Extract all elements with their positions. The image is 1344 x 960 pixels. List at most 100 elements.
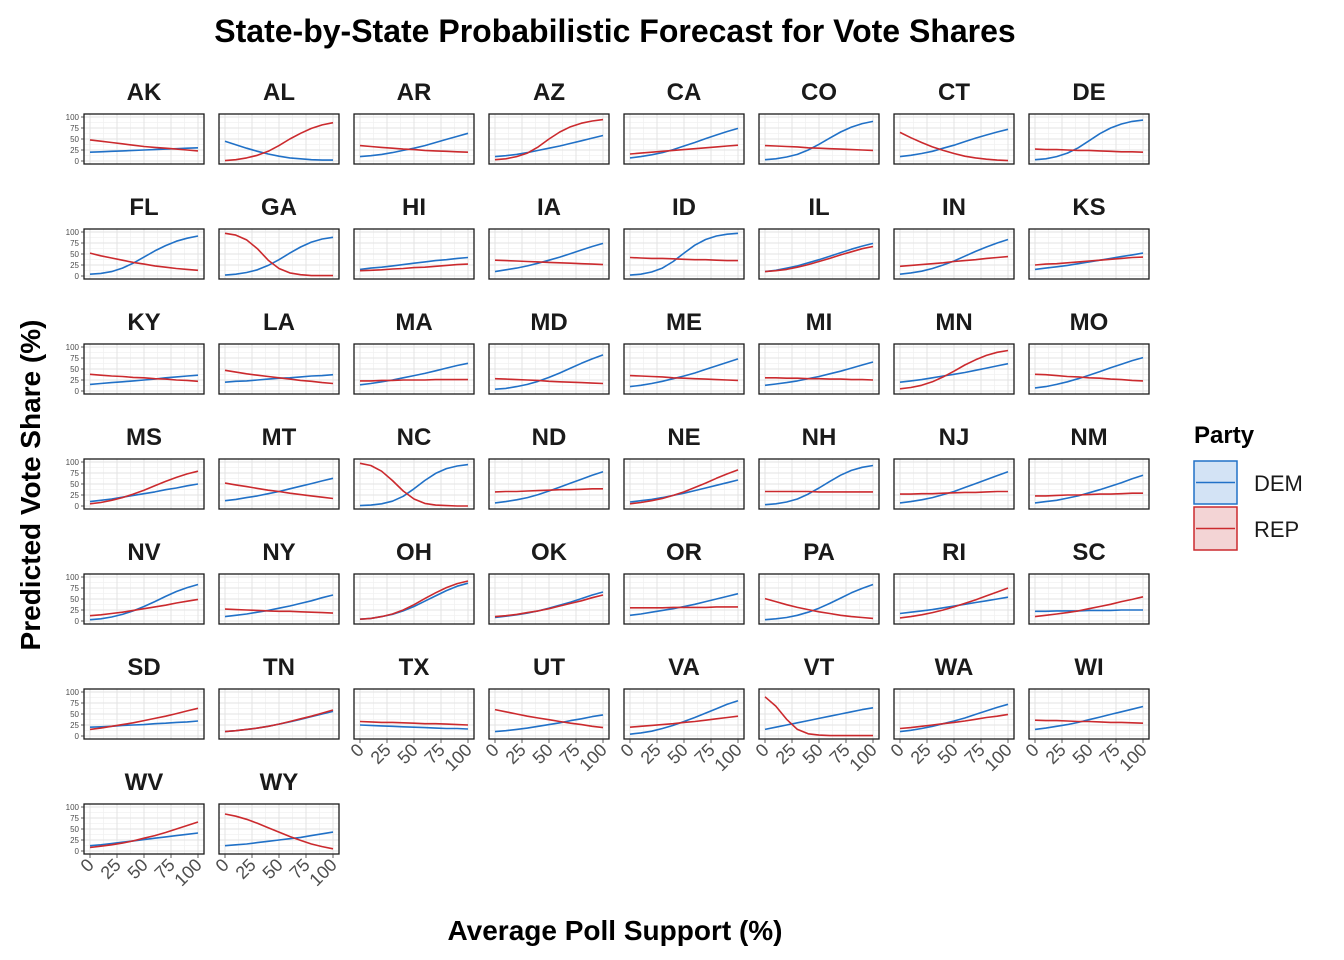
panel-ne: NE — [623, 424, 745, 510]
series-dem-line — [899, 703, 1009, 733]
y-tick-label: 100 — [66, 573, 80, 582]
series-dem-line — [629, 700, 739, 735]
panel-border — [1028, 343, 1150, 395]
series-rep-line — [765, 376, 874, 381]
series-dem-line — [764, 361, 874, 387]
series-rep-line — [89, 373, 199, 383]
series-dem-line — [359, 362, 469, 386]
panel-strip-label: VA — [668, 654, 700, 681]
panel-border — [218, 688, 340, 740]
panel-mo: MO — [1028, 309, 1150, 395]
series-dem-line — [494, 354, 604, 390]
panel-border — [758, 228, 880, 280]
y-tick-label: 100 — [66, 688, 80, 697]
panel-strip-label: AR — [397, 79, 432, 106]
panel-fl: FL 0 25 50 75 100 — [66, 194, 205, 281]
x-axis-title: Average Poll Support (%) — [447, 915, 782, 946]
panel-hi: HI — [353, 194, 475, 280]
series-rep-line — [629, 144, 739, 155]
series-rep-line — [629, 469, 739, 505]
panel-border — [623, 228, 745, 280]
series-rep-line — [89, 598, 199, 617]
series-dem-line — [629, 592, 739, 617]
panel-strip-label: WI — [1074, 654, 1103, 681]
series-dem-line — [494, 134, 604, 158]
y-tick-label: 50 — [70, 710, 79, 719]
series-rep-line — [89, 821, 199, 849]
panel-ia: IA — [488, 194, 610, 280]
series-dem-line — [764, 583, 874, 621]
panel-oh: OH — [353, 539, 475, 625]
series-dem-line — [89, 374, 199, 386]
series-dem-line — [899, 362, 1009, 383]
panel-strip-label: MN — [935, 309, 972, 336]
panel-strip-label: OR — [666, 539, 702, 566]
series-rep-line — [764, 696, 873, 737]
panel-strip-label: ME — [666, 309, 702, 336]
panel-border — [623, 343, 745, 395]
panel-strip-label: CO — [801, 79, 837, 106]
series-dem-line — [1035, 609, 1143, 613]
series-rep-line — [360, 378, 468, 382]
legend-title: Party — [1194, 422, 1255, 449]
panel-strip-label: MI — [806, 309, 833, 336]
panel-id: ID — [623, 194, 745, 280]
panel-in: IN — [893, 194, 1015, 280]
y-tick-label: 75 — [70, 814, 79, 823]
panel-border — [218, 343, 340, 395]
y-tick-label: 50 — [70, 135, 79, 144]
panel-la: LA — [218, 309, 340, 395]
series-dem-line — [89, 583, 199, 621]
series-rep-line — [89, 252, 199, 272]
series-rep-line — [1034, 719, 1144, 724]
panel-strip-label: NE — [667, 424, 700, 451]
panel-ga: GA — [218, 194, 340, 280]
series-rep-line — [1034, 148, 1144, 153]
panel-border — [218, 458, 340, 510]
series-dem-line — [629, 232, 739, 276]
panel-az: AZ — [488, 79, 610, 165]
panel-border — [218, 228, 340, 280]
panel-ks: KS — [1028, 194, 1150, 280]
series-rep-line — [359, 263, 469, 272]
y-tick-label: 25 — [70, 606, 79, 615]
panel-nh: NH — [758, 424, 880, 510]
panel-ak: AK 0 25 50 75 100 — [66, 79, 205, 166]
panel-nv: NV 0 25 50 75 100 — [66, 539, 205, 626]
series-rep-line — [629, 374, 739, 382]
panel-border — [488, 458, 610, 510]
panel-me: ME — [623, 309, 745, 395]
series-rep-line — [89, 139, 199, 152]
panel-strip-label: MA — [395, 309, 432, 336]
panel-border — [893, 343, 1015, 395]
panel-strip-label: MD — [530, 309, 567, 336]
y-tick-label: 0 — [75, 502, 80, 511]
y-tick-label: 0 — [75, 732, 80, 741]
y-tick-label: 50 — [70, 480, 79, 489]
y-tick-label: 100 — [66, 803, 80, 812]
panel-nj: NJ — [893, 424, 1015, 510]
legend-label-dem: DEM — [1254, 471, 1303, 496]
panel-border — [623, 458, 745, 510]
series-rep-line — [224, 482, 334, 500]
panel-nm: NM — [1028, 424, 1150, 510]
panel-strip-label: KS — [1072, 194, 1105, 221]
series-rep-line — [494, 118, 604, 161]
series-rep-line — [629, 715, 739, 728]
y-tick-label: 100 — [66, 458, 80, 467]
series-rep-line — [89, 470, 199, 505]
series-dem-line — [899, 470, 1009, 504]
series-rep-line — [224, 121, 334, 162]
y-tick-label: 100 — [66, 228, 80, 237]
panel-pa: PA — [758, 539, 880, 625]
series-dem-line — [359, 132, 469, 158]
legend-item-dem: DEM — [1193, 460, 1303, 505]
series-rep-line — [764, 597, 874, 620]
panel-ky: KY 0 25 50 75 100 — [66, 309, 205, 396]
series-dem-line — [1034, 252, 1144, 271]
panel-strip-label: NV — [127, 539, 160, 566]
panel-strip-label: PA — [803, 539, 835, 566]
panel-strip-label: ID — [672, 194, 696, 221]
y-tick-label: 25 — [70, 721, 79, 730]
panel-strip-label: MO — [1070, 309, 1109, 336]
